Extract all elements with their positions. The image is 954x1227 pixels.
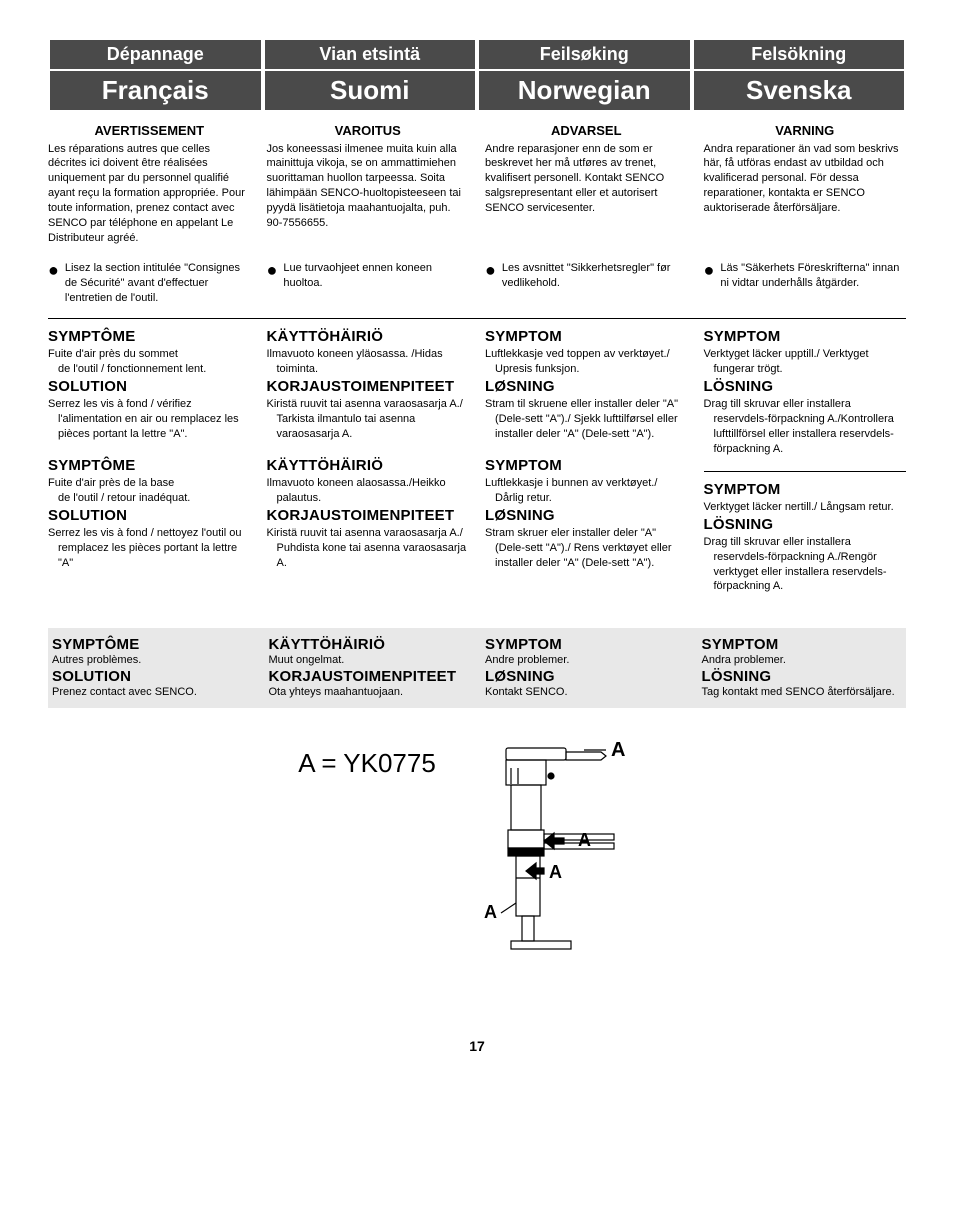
warning-body-sv: Andra reparationer än vad som beskrivs h… (704, 142, 907, 216)
svg-text:A: A (611, 739, 625, 761)
part-label: A = YK0775 (298, 748, 436, 779)
bullet-icon: ● (485, 261, 496, 279)
symptom-title: SYMPTOM (702, 636, 903, 653)
lang-row: Français Suomi Norwegian Svenska (48, 71, 906, 110)
symptom-body: Fuite d'air près de la base de l'outil /… (48, 476, 251, 506)
symptom-title: SYMPTOM (704, 480, 907, 500)
symptom-title: SYMPTOM (485, 636, 686, 653)
symptom-title: SYMPTOM (704, 327, 907, 347)
solution-title: SOLUTION (48, 506, 251, 526)
solution-body: Serrez les vis à fond / vérifiez l'alime… (48, 397, 251, 442)
solution-body: Drag till skruvar eller installera reser… (704, 397, 907, 456)
solution-title: SOLUTION (48, 377, 251, 397)
warning-body-no: Andre reparasjoner enn de som er beskrev… (485, 142, 688, 216)
warning-title-sv: VARNING (704, 122, 907, 140)
symptom-body: Andra problemer. (702, 653, 903, 668)
solution-body: Stram til skruene eller installer deler … (485, 397, 688, 442)
symptom-body: Luftlekkasje ved toppen av verktøyet./ U… (485, 347, 688, 377)
separator (704, 471, 907, 472)
symptom-body: Autres problèmes. (52, 653, 253, 668)
bullet-sv: Läs "Säkerhets Föreskrifterna" innan ni … (720, 261, 906, 291)
symptom-body: Andre problemer. (485, 653, 686, 668)
solution-body: Kontakt SENCO. (485, 685, 686, 700)
separator (48, 318, 906, 319)
solution-title: KORJAUSTOIMENPITEET (269, 668, 470, 685)
lang-no: Norwegian (479, 71, 690, 110)
svg-text:A: A (484, 902, 497, 922)
solution-title: LÖSNING (704, 377, 907, 397)
symptom-group-1: SYMPTÔME Fuite d'air près du sommet de l… (48, 327, 906, 608)
warning-body-fr: Les réparations autres que celles décrit… (48, 142, 251, 246)
solution-body: Stram skruer eler installer deler "A" (D… (485, 526, 688, 571)
solution-title: LØSNING (485, 377, 688, 397)
warning-title-fr: AVERTISSEMENT (48, 122, 251, 140)
symptom-title: SYMPTOM (485, 456, 688, 476)
bullet-icon: ● (267, 261, 278, 279)
header-fi: Vian etsintä (265, 40, 476, 69)
solution-title: LÖSNING (704, 515, 907, 535)
symptom-body: Fuite d'air près du sommet de l'outil / … (48, 347, 251, 377)
symptom-title: SYMPTOM (485, 327, 688, 347)
warning-row: AVERTISSEMENT Les réparations autres que… (48, 122, 906, 245)
lang-fi: Suomi (265, 71, 476, 110)
solution-title: KORJAUSTOIMENPITEET (267, 506, 470, 526)
header-row: Dépannage Vian etsintä Feilsøking Felsök… (48, 40, 906, 69)
solution-body: Prenez contact avec SENCO. (52, 685, 253, 700)
symptom-title: KÄYTTÖHÄIRIÖ (267, 327, 470, 347)
symptom-body: Verktyget läcker nertill./ Långsam retur… (704, 500, 907, 515)
diagram-area: A = YK0775 (48, 738, 906, 998)
symptom-title: KÄYTTÖHÄIRIÖ (269, 636, 470, 653)
solution-title: KORJAUSTOIMENPITEET (267, 377, 470, 397)
solution-body: Ota yhteys maahantuojaan. (269, 685, 470, 700)
solution-body: Drag till skruvar eller installera reser… (704, 535, 907, 594)
warning-title-no: ADVARSEL (485, 122, 688, 140)
svg-text:A: A (549, 862, 562, 882)
solution-body: Kiristä ruuvit tai asenna varaosasarja A… (267, 526, 470, 571)
symptom-title: KÄYTTÖHÄIRIÖ (267, 456, 470, 476)
symptom-body: Muut ongelmat. (269, 653, 470, 668)
solution-body: Tag kontakt med SENCO återförsäljare. (702, 685, 903, 700)
solution-title: SOLUTION (52, 668, 253, 685)
header-sv: Felsökning (694, 40, 905, 69)
symptom-title: SYMPTÔME (48, 456, 251, 476)
header-no: Feilsøking (479, 40, 690, 69)
page-number: 17 (48, 1038, 906, 1054)
warning-title-fi: VAROITUS (267, 122, 470, 140)
symptom-title: SYMPTÔME (48, 327, 251, 347)
bullet-icon: ● (48, 261, 59, 279)
tool-diagram-icon: A A A A (456, 738, 656, 998)
bullet-fi: Lue turvaohjeet ennen koneen huoltoa. (283, 261, 469, 291)
bullet-icon: ● (704, 261, 715, 279)
bullet-row: ● Lisez la section intitulée "Consignes d… (48, 261, 906, 306)
solution-title: LÖSNING (702, 668, 903, 685)
solution-title: LØSNING (485, 506, 688, 526)
svg-text:A: A (578, 830, 591, 850)
solution-title: LØSNING (485, 668, 686, 685)
solution-body: Kiristä ruuvit tai asenna varaosasarja A… (267, 397, 470, 442)
symptom-body: Verktyget läcker upptill./ Verktyget fun… (704, 347, 907, 377)
solution-body: Serrez les vis à fond / nettoyez l'outil… (48, 526, 251, 571)
symptom-title: SYMPTÔME (52, 636, 253, 653)
symptom-body: Ilmavuoto koneen yläosassa. /Hidas toimi… (267, 347, 470, 377)
symptom-body: Ilmavuoto koneen alaosassa./Heikko palau… (267, 476, 470, 506)
lang-sv: Svenska (694, 71, 905, 110)
symptom-body: Luftlekkasje i bunnen av verktøyet./ Dår… (485, 476, 688, 506)
lang-fr: Français (50, 71, 261, 110)
shaded-block: SYMPTÔME Autres problèmes. SOLUTION Pren… (48, 628, 906, 708)
header-fr: Dépannage (50, 40, 261, 69)
bullet-fr: Lisez la section intitulée "Consignes de… (65, 261, 251, 306)
bullet-no: Les avsnittet "Sikkerhetsregler" før ved… (502, 261, 688, 291)
warning-body-fi: Jos koneessasi ilmenee muita kuin alla m… (267, 142, 470, 231)
